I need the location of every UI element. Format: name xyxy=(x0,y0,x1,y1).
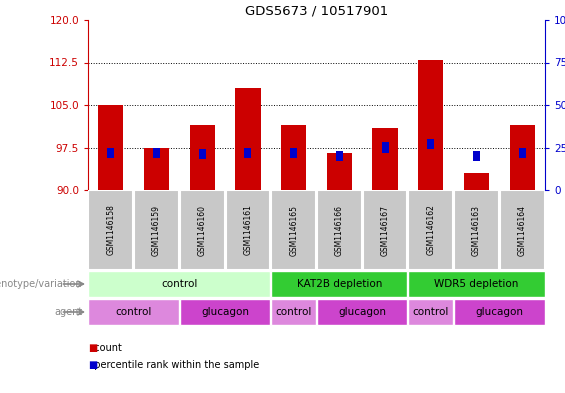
Bar xyxy=(408,299,453,325)
Text: agent: agent xyxy=(54,307,82,317)
Text: genotype/variation: genotype/variation xyxy=(0,279,82,289)
Text: WDR5 depletion: WDR5 depletion xyxy=(434,279,519,289)
Bar xyxy=(89,270,270,298)
Bar xyxy=(408,190,453,270)
Bar xyxy=(134,190,179,270)
Bar xyxy=(89,190,133,270)
Bar xyxy=(236,88,260,190)
Bar xyxy=(427,139,434,149)
Text: GSM1146166: GSM1146166 xyxy=(335,204,344,255)
Bar xyxy=(473,151,480,161)
Text: control: control xyxy=(412,307,449,317)
Text: GSM1146158: GSM1146158 xyxy=(106,205,115,255)
Text: percentile rank within the sample: percentile rank within the sample xyxy=(88,360,259,370)
Bar xyxy=(500,190,545,270)
Bar xyxy=(98,105,123,190)
Bar xyxy=(225,190,270,270)
Bar xyxy=(245,147,251,158)
Bar xyxy=(290,147,297,158)
Bar xyxy=(510,125,534,190)
Text: GSM1146163: GSM1146163 xyxy=(472,204,481,255)
Bar xyxy=(190,125,215,190)
Bar xyxy=(271,299,316,325)
Text: KAT2B depletion: KAT2B depletion xyxy=(297,279,382,289)
Text: count: count xyxy=(88,343,122,353)
Bar xyxy=(372,128,398,190)
Bar xyxy=(199,149,206,160)
Text: ■: ■ xyxy=(89,343,98,353)
Bar xyxy=(271,270,407,298)
Text: glucagon: glucagon xyxy=(475,307,523,317)
Bar xyxy=(89,299,179,325)
Text: control: control xyxy=(115,307,152,317)
Bar xyxy=(464,173,489,190)
Text: ■: ■ xyxy=(89,360,98,370)
Bar xyxy=(281,125,306,190)
Bar xyxy=(336,151,343,161)
Bar xyxy=(381,142,389,152)
Text: GSM1146159: GSM1146159 xyxy=(152,204,161,255)
Text: GSM1146161: GSM1146161 xyxy=(244,205,253,255)
Bar xyxy=(454,190,499,270)
Text: GSM1146164: GSM1146164 xyxy=(518,204,527,255)
Text: glucagon: glucagon xyxy=(201,307,249,317)
Bar xyxy=(107,147,114,158)
Bar xyxy=(418,60,444,190)
Bar xyxy=(180,190,225,270)
Text: GSM1146162: GSM1146162 xyxy=(426,205,435,255)
Text: GSM1146165: GSM1146165 xyxy=(289,204,298,255)
Bar xyxy=(519,147,525,158)
Bar xyxy=(153,147,160,158)
Bar xyxy=(363,190,407,270)
Bar xyxy=(180,299,270,325)
Text: control: control xyxy=(161,279,198,289)
Text: control: control xyxy=(276,307,312,317)
Bar xyxy=(144,147,169,190)
Bar xyxy=(327,153,352,190)
Bar xyxy=(317,190,362,270)
Bar xyxy=(408,270,545,298)
Text: glucagon: glucagon xyxy=(338,307,386,317)
Bar xyxy=(271,190,316,270)
Bar xyxy=(317,299,407,325)
Title: GDS5673 / 10517901: GDS5673 / 10517901 xyxy=(245,4,388,17)
Text: GSM1146167: GSM1146167 xyxy=(381,204,389,255)
Text: GSM1146160: GSM1146160 xyxy=(198,204,207,255)
Bar xyxy=(454,299,545,325)
